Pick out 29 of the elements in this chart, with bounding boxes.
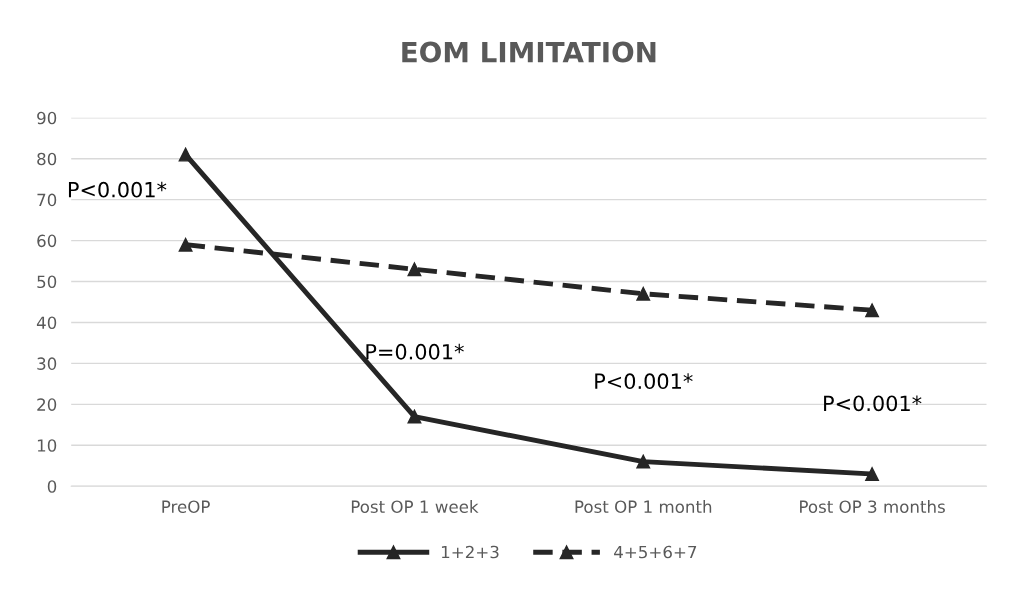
point bbox=[407, 262, 422, 277]
y-tick-label: 40 bbox=[36, 316, 57, 330]
y-tick-label: 20 bbox=[37, 398, 57, 411]
legend-label: 4+5+6+7 bbox=[614, 545, 697, 559]
x-tick-label: PreOP bbox=[162, 500, 210, 514]
y-tick-label: 50 bbox=[37, 275, 57, 289]
y-tick-label: 90 bbox=[37, 111, 57, 125]
y-tick-label: 70 bbox=[37, 193, 57, 207]
y-tick-label: 10 bbox=[37, 439, 57, 452]
point bbox=[865, 466, 880, 481]
point bbox=[636, 454, 651, 469]
annotation: P<0.001* bbox=[595, 373, 693, 390]
point bbox=[407, 409, 422, 424]
point bbox=[178, 147, 193, 162]
x-tick-label: Post OP 3 months bbox=[800, 500, 945, 514]
point bbox=[865, 303, 880, 318]
y-tick-label: 0 bbox=[47, 480, 57, 493]
annotation: P<0.001* bbox=[68, 181, 167, 198]
point bbox=[178, 237, 193, 252]
y-tick-label: 60 bbox=[37, 234, 57, 248]
annotation: P<0.001* bbox=[824, 395, 922, 412]
point bbox=[636, 286, 651, 301]
annotation: P=0.001* bbox=[366, 343, 464, 360]
x-tick-label: Post OP 1 month bbox=[575, 500, 712, 514]
x-tick-label: Post OP 1 week bbox=[351, 500, 479, 514]
chart-title: EOM LIMITATION bbox=[402, 41, 656, 63]
legend-label: 1+2+3 bbox=[441, 545, 499, 559]
y-tick-label: 80 bbox=[37, 152, 57, 166]
y-tick-label: 30 bbox=[37, 357, 57, 370]
